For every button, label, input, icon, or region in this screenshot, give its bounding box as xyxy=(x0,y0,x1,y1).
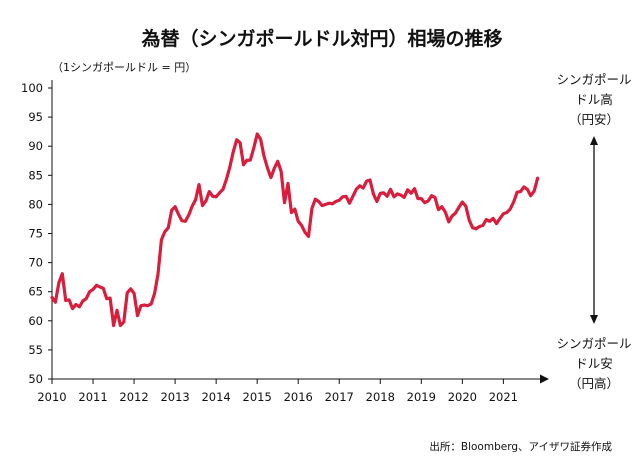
y-tick-label: 65 xyxy=(28,285,43,299)
x-tick-label: 2019 xyxy=(407,390,436,404)
y-tick-label: 100 xyxy=(21,81,43,95)
annotation-bottom-line1: シンガポール xyxy=(556,336,631,351)
arrow-up-icon xyxy=(590,136,598,145)
x-axis-arrowhead xyxy=(540,374,549,384)
x-tick-label: 2010 xyxy=(37,390,66,404)
y-tick-label: 75 xyxy=(28,227,43,241)
y-axis-ticks: 100 95 90 85 80 75 70 65 60 55 50 xyxy=(21,81,52,386)
x-tick-label: 2015 xyxy=(243,390,272,404)
annotation-bottom: シンガポール ドル安 （円高） xyxy=(556,336,631,391)
series-line xyxy=(50,132,540,328)
annotation-top-line2: ドル高 xyxy=(575,92,613,107)
annotation-bottom-line2: ドル安 xyxy=(575,356,613,371)
x-axis-ticks: 2010 2011 2012 2013 2014 2015 2016 2017 2018 2019… xyxy=(37,379,518,404)
y-tick-label: 55 xyxy=(28,343,43,357)
x-tick-label: 2011 xyxy=(78,390,107,404)
y-tick-label: 60 xyxy=(28,314,43,328)
x-tick-label: 2016 xyxy=(284,390,313,404)
x-tick-label: 2018 xyxy=(366,390,395,404)
x-tick-label: 2017 xyxy=(325,390,354,404)
annotation-top-line3: （円安） xyxy=(569,112,619,127)
y-tick-label: 70 xyxy=(28,256,43,270)
annotation-top: シンガポール ドル高 （円安） xyxy=(556,72,631,127)
source-note: 出所：Bloomberg、アイザワ証券作成 xyxy=(429,440,612,453)
x-tick-label: 2013 xyxy=(160,390,189,404)
unit-label: （1シンガポールドル = 円） xyxy=(52,61,196,74)
y-tick-label: 80 xyxy=(28,197,43,211)
double-arrow xyxy=(590,136,598,324)
y-tick-label: 95 xyxy=(28,110,43,124)
arrow-down-icon xyxy=(590,315,598,324)
x-tick-label: 2012 xyxy=(119,390,148,404)
x-tick-label: 2021 xyxy=(489,390,518,404)
annotation-top-line1: シンガポール xyxy=(556,72,631,87)
x-tick-label: 2020 xyxy=(448,390,477,404)
y-tick-label: 85 xyxy=(28,168,43,182)
chart-title: 為替（シンガポールドル対円）相場の推移 xyxy=(141,27,502,50)
annotation-bottom-line3: （円高） xyxy=(569,376,619,391)
y-tick-label: 50 xyxy=(28,372,43,386)
y-tick-label: 90 xyxy=(28,139,43,153)
x-tick-label: 2014 xyxy=(201,390,230,404)
